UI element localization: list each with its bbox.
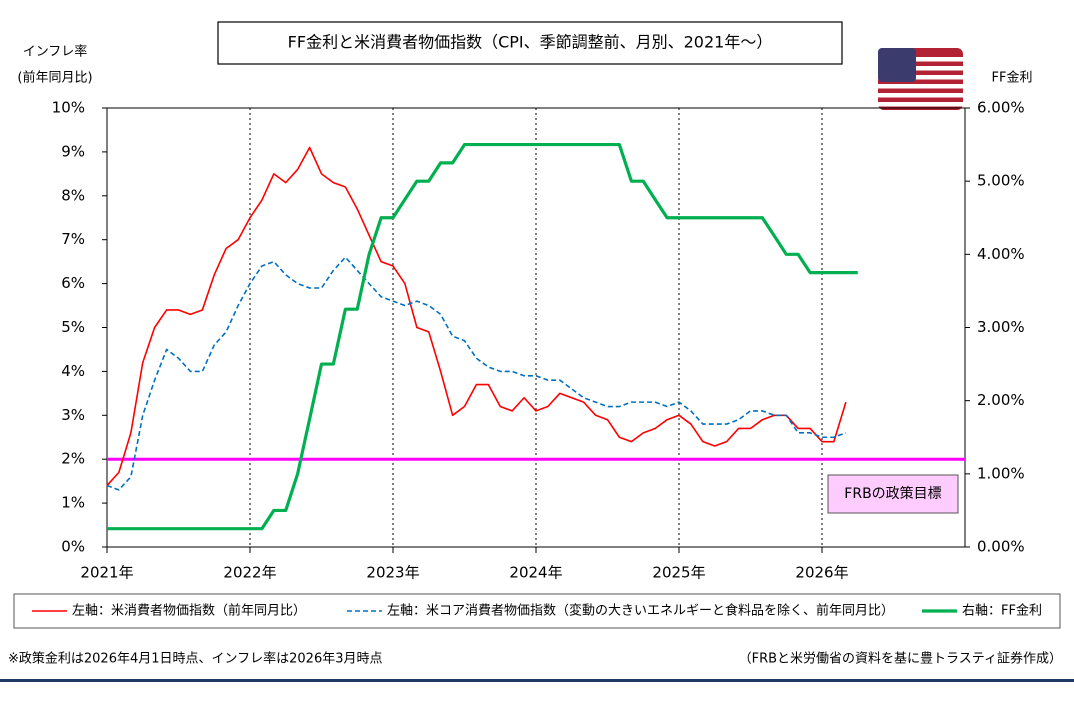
y2-tick-label: 3.00% [977, 318, 1025, 336]
footer-rule [0, 679, 1074, 682]
y-tick-label: 8% [61, 186, 85, 204]
y2-tick-label: 2.00% [977, 391, 1025, 409]
y-tick-label: 3% [61, 406, 85, 424]
y-tick-label: 10% [52, 99, 85, 117]
y-tick-label: 1% [61, 494, 85, 512]
x-tick-label: 2024年 [509, 564, 562, 582]
y-tick-label: 6% [61, 274, 85, 292]
title-box [217, 21, 843, 65]
y-axis-label: (前年同月比) [17, 70, 92, 86]
x-tick-label: 2021年 [80, 564, 133, 582]
x-tick-label: 2025年 [652, 564, 705, 582]
y-tick-label: 2% [61, 450, 85, 468]
series-line [107, 142, 858, 531]
y2-tick-label: 4.00% [977, 245, 1025, 263]
y2-tick-label: 5.00% [977, 172, 1025, 190]
legend-label: 左軸：米コア消費者物価指数（変動の大きいエネルギーと食料品を除く、前年同月比） [387, 603, 894, 619]
series-line [106, 256, 847, 491]
target-label-box [827, 474, 959, 514]
legend-label: 左軸：米消費者物価指数（前年同月比） [72, 603, 306, 619]
y2-tick-label: 6.00% [977, 99, 1025, 117]
footnote: ※政策金利は2026年4月1日時点、インフレ率は2026年3月時点 [8, 651, 382, 667]
y-tick-label: 0% [61, 538, 85, 556]
y-tick-label: 5% [61, 318, 85, 336]
y2-axis-label: FF金利 [992, 70, 1033, 86]
y-tick-label: 4% [61, 362, 85, 380]
x-tick-label: 2023年 [366, 564, 419, 582]
us-flag [878, 48, 963, 110]
x-tick-label: 2022年 [223, 564, 276, 582]
series-line [106, 146, 847, 487]
y-tick-label: 9% [61, 142, 85, 160]
y2-tick-label: 1.00% [977, 464, 1025, 482]
legend-label: 右軸：FF金利 [962, 603, 1042, 619]
legend-box [13, 593, 1061, 629]
target-label: FRBの政策目標 [844, 485, 941, 502]
y-axis-label: インフレ率 [23, 44, 88, 60]
y2-tick-label: 0.00% [977, 538, 1025, 556]
chart-title: FF金利と米消費者物価指数（CPI、季節調整前、月別、2021年～） [288, 33, 773, 52]
y-tick-label: 7% [61, 230, 85, 248]
source: （FRBと米労働省の資料を基に豊トラスティ証券作成） [739, 651, 1062, 667]
x-tick-label: 2026年 [795, 564, 848, 582]
